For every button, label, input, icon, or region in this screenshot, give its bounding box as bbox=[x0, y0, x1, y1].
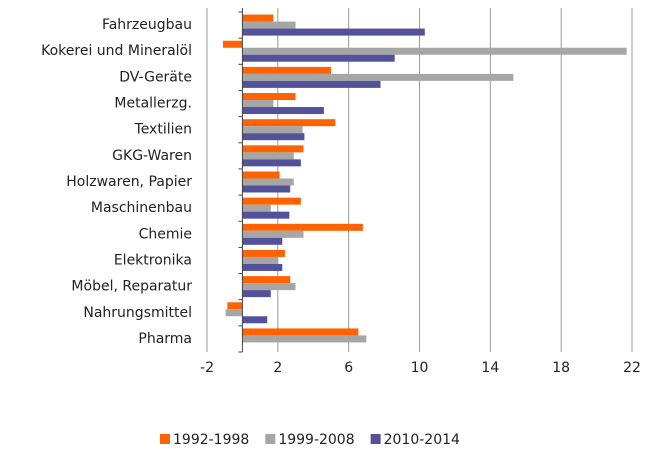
x-tick-label: -2 bbox=[200, 360, 214, 376]
bar bbox=[242, 119, 336, 127]
bar bbox=[242, 152, 294, 160]
bar bbox=[242, 197, 301, 205]
bar bbox=[242, 263, 283, 271]
bar bbox=[242, 178, 294, 186]
legend-label: 1992-1998 bbox=[173, 432, 249, 448]
bar bbox=[242, 73, 514, 81]
x-tick-label: 14 bbox=[481, 360, 499, 376]
bar bbox=[242, 54, 395, 62]
bar bbox=[222, 40, 243, 48]
bar bbox=[242, 107, 324, 115]
bar bbox=[242, 14, 274, 22]
y-tick-label: GKG-Waren bbox=[112, 148, 192, 164]
y-tick-label: Pharma bbox=[138, 331, 192, 347]
bar bbox=[242, 276, 291, 284]
bar bbox=[242, 211, 290, 219]
legend-swatch bbox=[160, 434, 170, 444]
x-tick-label: 10 bbox=[411, 360, 429, 376]
bar bbox=[242, 126, 303, 134]
y-tick-label: Kokerei und Mineralöl bbox=[41, 43, 192, 59]
x-tick-label: 18 bbox=[552, 360, 570, 376]
y-tick-label: Chemie bbox=[139, 226, 192, 242]
bar bbox=[242, 283, 296, 291]
bar bbox=[242, 223, 363, 231]
bar bbox=[242, 230, 304, 238]
bar bbox=[242, 28, 425, 36]
bar bbox=[242, 21, 296, 29]
bar bbox=[225, 309, 243, 317]
bar bbox=[242, 66, 331, 74]
bar bbox=[242, 145, 304, 153]
bar bbox=[242, 100, 274, 108]
x-tick-label: 22 bbox=[623, 360, 641, 376]
x-tick-label: 2 bbox=[273, 360, 282, 376]
y-tick-label: Textilien bbox=[134, 122, 192, 138]
bar bbox=[242, 80, 381, 88]
legend-label: 1999-2008 bbox=[278, 432, 354, 448]
y-tick-label: Holzwaren, Papier bbox=[66, 174, 192, 190]
bar bbox=[242, 133, 305, 141]
bar bbox=[242, 93, 296, 101]
y-tick-label: DV-Geräte bbox=[119, 69, 192, 85]
bar bbox=[242, 328, 359, 336]
x-tick-label: 6 bbox=[344, 360, 353, 376]
bar bbox=[242, 159, 301, 167]
bar bbox=[242, 171, 280, 179]
bar bbox=[242, 335, 367, 343]
legend-swatch bbox=[370, 434, 381, 444]
bar bbox=[242, 185, 291, 193]
y-tick-label: Nahrungsmittel bbox=[83, 305, 192, 321]
bar bbox=[242, 237, 283, 245]
bar bbox=[227, 302, 243, 310]
bar bbox=[242, 47, 627, 55]
y-tick-label: Maschinenbau bbox=[91, 200, 192, 216]
y-tick-label: Fahrzeugbau bbox=[102, 17, 192, 33]
y-tick-label: Elektronika bbox=[114, 252, 192, 268]
legend-label: 2010-2014 bbox=[384, 432, 460, 448]
bar bbox=[242, 316, 268, 324]
y-tick-label: Möbel, Reparatur bbox=[71, 279, 192, 295]
bar bbox=[242, 204, 271, 212]
y-tick-label: Metallerzg. bbox=[114, 96, 192, 112]
bar bbox=[242, 256, 278, 264]
legend-swatch bbox=[265, 434, 276, 444]
bar bbox=[242, 290, 271, 298]
bar bbox=[242, 249, 285, 257]
